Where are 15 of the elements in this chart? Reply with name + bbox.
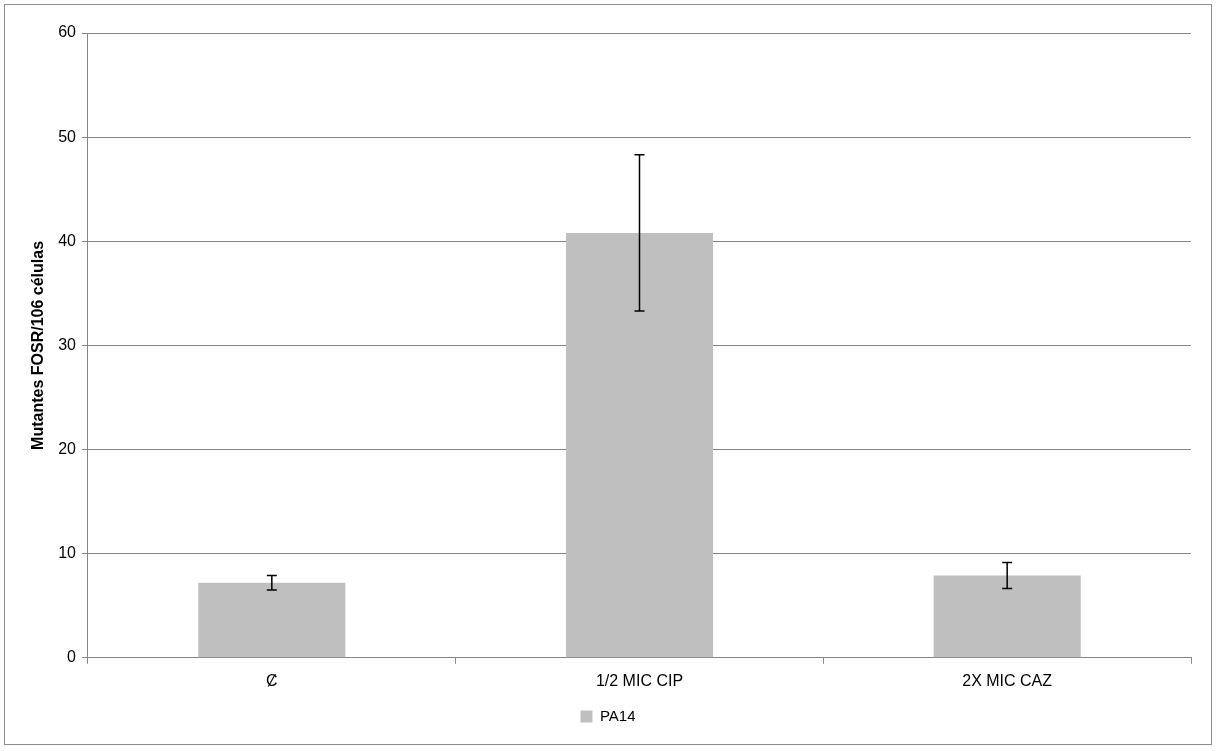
legend-label: PA14 [599, 706, 636, 724]
y-tick-label: 20 [58, 439, 77, 457]
x-tick-label: 2X MIC CAZ [962, 671, 1053, 689]
y-tick-label: 0 [67, 648, 77, 666]
bar [198, 582, 346, 658]
y-tick-label: 30 [58, 335, 77, 353]
x-tick-label: 1/2 MIC CIP [595, 671, 684, 689]
y-tick-label: 10 [58, 544, 77, 562]
y-axis-title: Mutantes FOSR/106 células [29, 240, 47, 450]
y-tick-label: 60 [58, 23, 77, 41]
bar [933, 575, 1081, 658]
y-tick-label: 50 [58, 127, 77, 145]
x-tick-label: Ȼ [266, 671, 278, 689]
bar [565, 232, 714, 658]
y-tick-label: 40 [58, 231, 77, 249]
